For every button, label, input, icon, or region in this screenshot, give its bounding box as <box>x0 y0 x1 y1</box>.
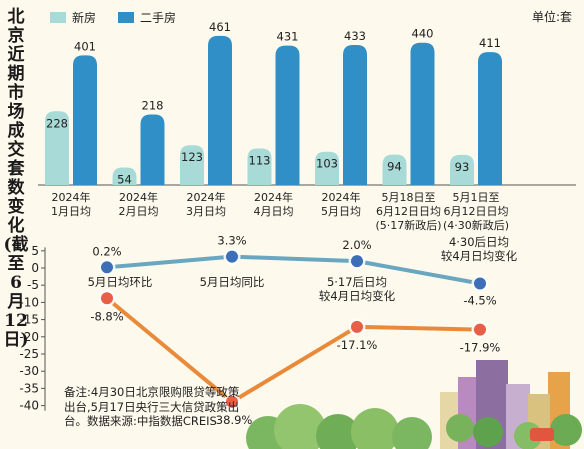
bar-value-label: 401 <box>74 39 96 53</box>
line-category-label: 较4月日均变化 <box>319 289 396 303</box>
bar-value-label: 93 <box>455 160 470 174</box>
line-y-tick-label: -20 <box>19 330 39 344</box>
line-point <box>351 320 363 333</box>
bar-value-label: 461 <box>209 20 231 34</box>
line-value-label: 2.0% <box>342 238 371 252</box>
line-value-label: -8.8% <box>90 309 123 323</box>
legend-label-new: 新房 <box>72 11 97 25</box>
bar-category-label: 5月日均 <box>321 205 361 218</box>
bar-category-label: 2024年 <box>254 190 293 204</box>
line-category-label: 5·17后日均 <box>327 275 387 289</box>
legend: 新房 二手房 <box>50 9 176 26</box>
line-chart: 5 0 -5 -10 -15 -20 -25 -30 -35 -40 0.2% 3.3% 2.0% -4.… <box>19 234 517 427</box>
bar-new <box>450 154 474 185</box>
legend-swatch-new <box>50 12 66 23</box>
bar-category-label: 2月日均 <box>119 205 159 218</box>
line-category-label: 5月日均环比 <box>88 275 153 289</box>
line-y-tick-label: -30 <box>19 364 39 378</box>
bar-category-label: (4·30新政后) <box>443 218 509 232</box>
bar-value-label: 431 <box>277 30 299 44</box>
legend-swatch-used <box>118 12 135 23</box>
bar-used <box>343 44 367 185</box>
line-value-label: -4.5% <box>463 293 496 307</box>
bar-new <box>315 151 339 185</box>
bar-used <box>73 55 97 185</box>
bar-category-label: 2024年 <box>52 190 91 204</box>
line-y-tick-label: 5 <box>31 244 39 258</box>
line-y-tick-label: 0 <box>31 261 39 275</box>
bar-value-label: 411 <box>479 36 501 50</box>
side-title: 北京近期市场成交套数变化(截至6月12日) <box>3 7 29 350</box>
line-y-tick-label: -5 <box>27 278 39 292</box>
line-value-label: 3.3% <box>217 234 246 248</box>
bar-value-label: 440 <box>412 27 434 41</box>
bar-value-label: 218 <box>142 98 164 112</box>
bar-value-label: 123 <box>181 150 203 164</box>
bar-used <box>208 35 232 185</box>
line-point <box>474 323 486 336</box>
bar-value-label: 94 <box>387 160 402 174</box>
bar-value-label: 103 <box>316 157 338 171</box>
bar-new <box>382 154 407 185</box>
bar-used <box>410 42 435 185</box>
bar-new <box>45 111 69 185</box>
city-illustration <box>246 360 582 449</box>
line-series-upper <box>106 254 481 286</box>
bar-category-label: (5·17新政后) <box>375 218 441 232</box>
bar-category-label: 4月日均 <box>254 205 294 218</box>
bar-used <box>478 52 502 185</box>
line-value-label: 0.2% <box>92 244 121 258</box>
line-value-label: -38.9% <box>212 413 253 427</box>
line-category-label: 4·30后日均 <box>449 235 509 249</box>
line-point <box>101 292 113 305</box>
line-y-tick-label: -40 <box>19 399 39 413</box>
line-y-tick-label: -15 <box>19 313 39 327</box>
bar-used <box>140 114 165 185</box>
bar-value-label: 54 <box>117 173 132 187</box>
bar-category-label: 6月12日日均 <box>444 205 509 218</box>
line-point <box>101 261 113 274</box>
bar-new <box>180 145 204 185</box>
unit-label: 单位:套 <box>531 10 572 24</box>
line-point <box>226 395 238 408</box>
bar-category-label: 1月日均 <box>51 205 91 218</box>
bar-category-label: 5月18日至 <box>382 191 436 204</box>
line-category-label: 较4月日均变化 <box>441 249 518 263</box>
legend-item-new: 新房 <box>50 9 96 26</box>
bar-value-label: 228 <box>46 116 68 130</box>
bar-category-label: 5月1日至 <box>453 191 500 204</box>
line-value-label: -17.1% <box>337 338 378 352</box>
line-category-label: 5月日均同比 <box>200 275 265 289</box>
line-series-lower <box>105 296 481 404</box>
footnote: 备注:4月30日北京限购限贷等政策出台,5月17日央行三大信贷政策出台。数据来源… <box>64 385 240 428</box>
line-y-tick-label: -25 <box>19 347 39 361</box>
line-point <box>474 277 486 290</box>
line-point <box>351 255 363 268</box>
line-y-tick-label: -35 <box>19 381 39 395</box>
bar-value-label: 433 <box>344 29 366 43</box>
bar-used <box>275 45 300 186</box>
legend-item-used: 二手房 <box>118 9 176 26</box>
bar-chart: 228 54 123 113 103 94 93 401 218 461 431 433 440 411 2… <box>38 20 576 232</box>
bar-category-label: 2024年 <box>322 190 361 204</box>
bar-category-label: 2024年 <box>187 190 226 204</box>
bar-category-label: 2024年 <box>119 190 158 204</box>
bar-value-label: 113 <box>249 153 271 167</box>
line-value-label: -17.9% <box>460 341 501 355</box>
line-point <box>226 250 238 263</box>
legend-label-used: 二手房 <box>140 11 177 25</box>
bar-new <box>247 148 272 185</box>
line-y-tick-label: -10 <box>19 295 39 309</box>
bar-category-label: 3月日均 <box>186 205 226 218</box>
bar-new <box>112 167 137 185</box>
bar-category-label: 6月12日日均 <box>376 205 441 218</box>
